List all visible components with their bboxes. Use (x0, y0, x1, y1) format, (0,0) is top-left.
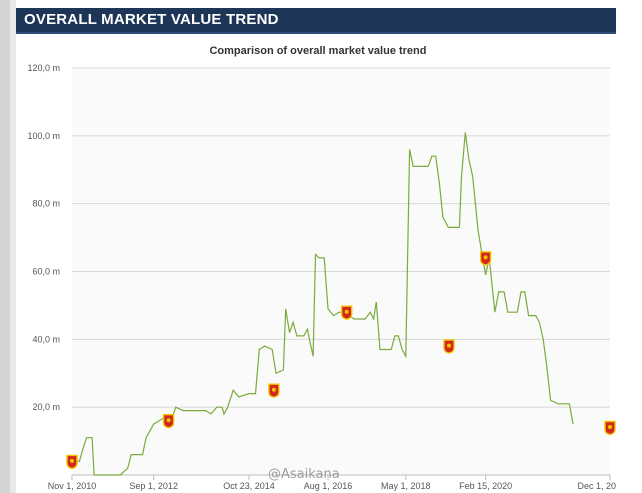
section-header: OVERALL MARKET VALUE TREND (16, 8, 616, 34)
y-tick-label: 120,0 m (27, 63, 60, 73)
grid-layer (72, 67, 610, 476)
chart-title: Comparison of overall market value trend (209, 45, 426, 57)
x-tick-label: Dec 1, 20 (577, 481, 616, 491)
crest-emblem-icon (70, 458, 74, 463)
crest-emblem-icon (271, 387, 276, 392)
y-tick-label: 20,0 m (32, 402, 60, 412)
club-markers (66, 251, 616, 470)
crest-emblem-icon (608, 425, 612, 429)
club-crest-marker[interactable] (604, 420, 616, 436)
y-tick-label: 100,0 m (27, 131, 60, 141)
x-tick-label: Sep 1, 2012 (129, 481, 178, 491)
club-crest-marker[interactable] (479, 251, 492, 266)
x-tick-label: Feb 15, 2020 (459, 481, 512, 491)
section-title: OVERALL MARKET VALUE TREND (24, 11, 279, 28)
crest-emblem-icon (344, 309, 349, 314)
y-tick-label: 40,0 m (32, 334, 60, 344)
y-tick-label: 60,0 m (32, 267, 60, 277)
crest-emblem-icon (166, 418, 171, 423)
left-rail (0, 0, 10, 493)
y-axis: 20,0 m 40,0 m 60,0 m 80,0 m 100,0 m 120,0 m (27, 63, 60, 412)
crest-emblem-icon (483, 255, 488, 260)
y-tick-label: 80,0 m (32, 199, 60, 209)
club-crest-marker[interactable] (268, 383, 280, 398)
crest-emblem-icon (447, 343, 451, 348)
club-crest-marker[interactable] (443, 339, 455, 354)
x-tick-label: May 1, 2018 (381, 481, 431, 491)
club-crest-marker[interactable] (162, 414, 175, 429)
club-crest-marker[interactable] (66, 454, 78, 470)
x-axis: Nov 1, 2010 Sep 1, 2012 Oct 23, 2014 Aug 1,… (48, 475, 616, 491)
x-tick-label: Aug 1, 2016 (304, 481, 353, 491)
x-tick-label: Nov 1, 2010 (48, 481, 97, 491)
club-crest-marker[interactable] (341, 305, 353, 320)
watermark: @Asaikana (268, 467, 340, 482)
x-tick-label: Oct 23, 2014 (223, 481, 275, 491)
